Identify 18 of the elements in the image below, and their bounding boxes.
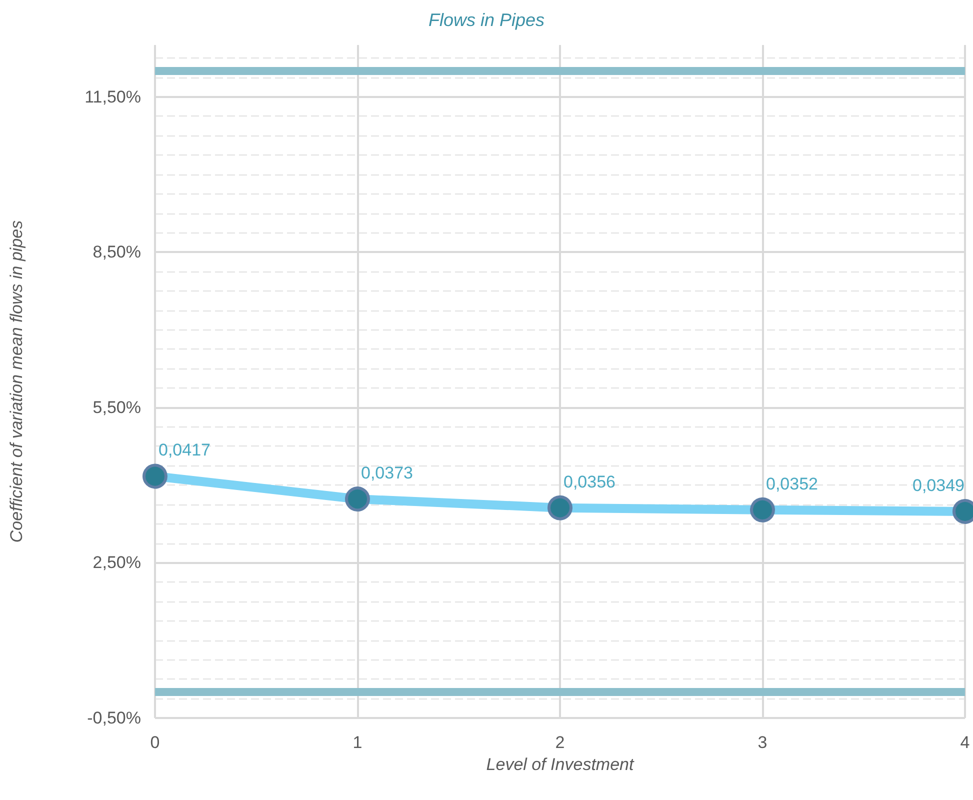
x-tick-label: 0	[150, 733, 160, 752]
x-axis-title: Level of Investment	[486, 755, 635, 774]
x-tick-label: 2	[555, 733, 565, 752]
data-label: 0,0349	[912, 476, 964, 495]
chart-title: Flows in Pipes	[428, 10, 545, 30]
y-tick-label: 2,50%	[92, 553, 141, 572]
data-label: 0,0373	[361, 464, 413, 483]
x-tick-label: 1	[352, 733, 362, 752]
x-tick-label: 4	[960, 733, 970, 752]
y-axis-title: Coefficient of variation mean flows in pipes	[7, 220, 26, 543]
data-label: 0,0417	[158, 440, 210, 460]
data-label: 0,0356	[564, 472, 616, 492]
y-tick-label: -0,50%	[87, 708, 141, 728]
y-tick-label: 11,50%	[84, 87, 141, 106]
y-tick-label: 8,50%	[92, 242, 141, 262]
x-tick-label: 3	[758, 733, 768, 752]
y-tick-label: 5,50%	[92, 398, 141, 417]
data-label: 0,0352	[766, 474, 818, 494]
